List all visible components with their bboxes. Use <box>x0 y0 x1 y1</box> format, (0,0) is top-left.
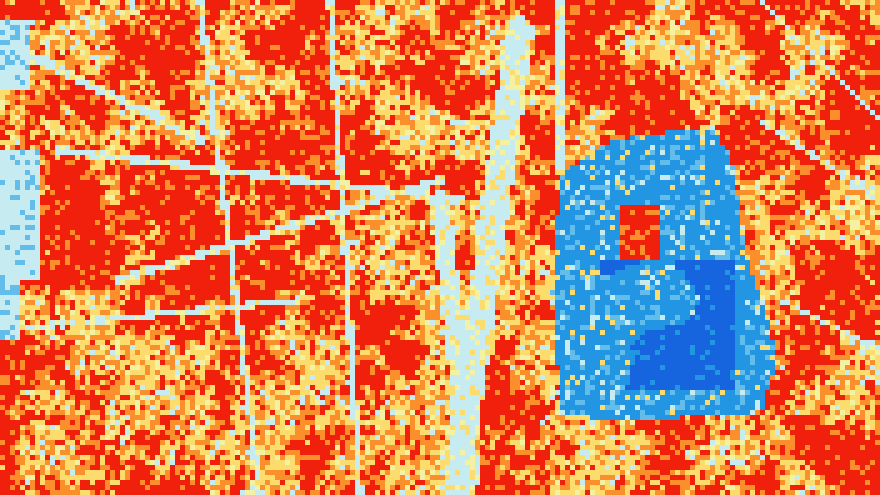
heat-cells-deep <box>600 260 735 390</box>
